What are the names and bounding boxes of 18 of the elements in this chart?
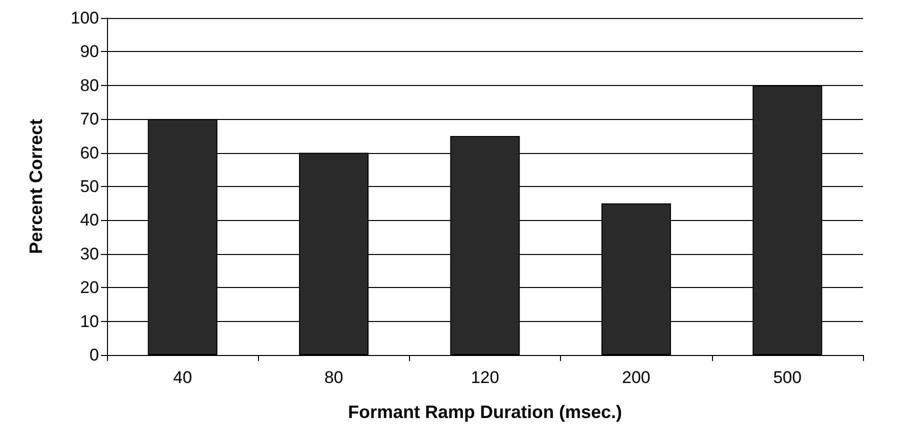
y-tick-label: 100 bbox=[70, 8, 99, 28]
y-axis-title: Percent Correct bbox=[26, 118, 46, 254]
x-tick-label: 80 bbox=[324, 368, 344, 387]
y-tick-label: 20 bbox=[80, 278, 99, 298]
y-tick-label: 70 bbox=[80, 110, 99, 129]
y-tick-label: 80 bbox=[80, 76, 99, 95]
x-tick-label: 200 bbox=[622, 368, 650, 387]
x-axis-title: Formant Ramp Duration (msec.) bbox=[348, 402, 622, 422]
y-tick-label: 90 bbox=[80, 42, 99, 62]
y-tick-label: 40 bbox=[80, 210, 99, 230]
x-tick-label: 40 bbox=[173, 368, 192, 387]
y-tick-label: 0 bbox=[90, 346, 99, 364]
y-tick-label: 10 bbox=[80, 312, 99, 331]
y-tick-label: 50 bbox=[80, 177, 99, 196]
y-tick-label: 60 bbox=[80, 143, 99, 162]
y-tick-label: 30 bbox=[80, 244, 99, 264]
x-tick-label: 500 bbox=[773, 368, 802, 387]
x-tick-label: 120 bbox=[470, 368, 500, 387]
